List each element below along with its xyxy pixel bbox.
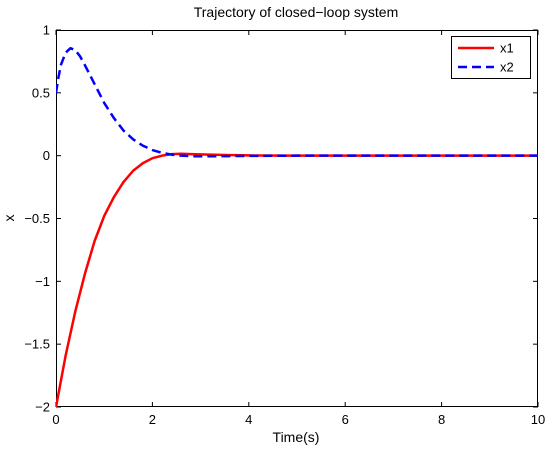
x-axis-label: Time(s)	[273, 429, 320, 445]
y-tick-label: −1	[35, 274, 50, 289]
x-tick-label: 10	[531, 412, 545, 427]
chart-title: Trajectory of closed−loop system	[194, 4, 399, 20]
legend-label-x1: x1	[500, 41, 514, 56]
y-tick-label: 0	[43, 148, 50, 163]
series-line-x2	[56, 46, 538, 158]
x-tick-label: 4	[245, 412, 252, 427]
y-axis-label: x	[1, 215, 17, 222]
legend-box	[451, 36, 531, 79]
plot-area	[56, 30, 538, 407]
series-layer	[56, 46, 538, 407]
legend-label-x2: x2	[500, 60, 514, 75]
x-tick-label: 0	[52, 412, 59, 427]
y-tick-label: 0.5	[32, 85, 50, 100]
y-tick-label: −2	[35, 400, 50, 415]
x-tick-label: 2	[149, 412, 156, 427]
legend: x1 x2	[451, 36, 531, 79]
x-tick-label: 8	[438, 412, 445, 427]
x-tick-label: 6	[342, 412, 349, 427]
y-tick-label: 1	[43, 23, 50, 38]
y-tick-label: −1.5	[24, 337, 50, 352]
x-axis-ticks: 0 2 4 6 8 10	[52, 30, 545, 427]
y-tick-label: −0.5	[24, 211, 50, 226]
